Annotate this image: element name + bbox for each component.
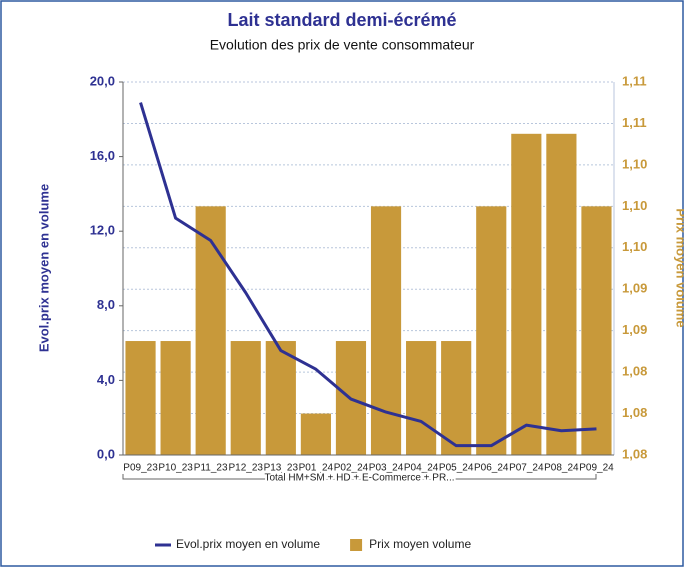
legend-swatch	[350, 539, 363, 551]
y-tick-label: 4,0	[97, 372, 115, 387]
x-tick-label: P10_23	[158, 463, 193, 474]
x-tick-label: P02_24	[334, 463, 369, 474]
legend-label: Evol.prix moyen en volume	[176, 537, 320, 551]
x-tick-label: P13_23	[264, 463, 299, 474]
x-tick-label: P06_24	[474, 463, 509, 474]
x-tick-label: P05_24	[439, 463, 474, 474]
y2-axis-label: Prix moyen volume	[674, 208, 684, 327]
bar	[300, 413, 331, 455]
y2-tick-label: 1,10	[622, 239, 647, 254]
x-tick-label: P04_24	[404, 463, 439, 474]
x-tick-label: P08_24	[544, 463, 579, 474]
x-tick-label: P09_23	[123, 463, 158, 474]
y2-tick-label: 1,08	[622, 405, 647, 420]
y-tick-label: 16,0	[90, 148, 115, 163]
y2-tick-label: 1,11	[622, 115, 647, 130]
x-tick-label: P03_24	[369, 463, 404, 474]
bar	[546, 133, 577, 456]
x-tick-label: P07_24	[509, 463, 544, 474]
y2-tick-label: 1,11	[622, 73, 647, 88]
x-tick-label: P12_23	[229, 463, 264, 474]
bar	[265, 341, 296, 455]
bar	[581, 206, 612, 455]
chart-subtitle: Evolution des prix de vente consommateur	[210, 37, 475, 53]
line	[139, 102, 597, 448]
y2-tick-label: 1,10	[622, 198, 647, 213]
bar	[406, 341, 437, 455]
x-tick-label: P11_23	[194, 463, 228, 474]
y-tick-label: 20,0	[90, 73, 115, 88]
bar	[441, 341, 472, 455]
group-bracket	[122, 474, 597, 480]
group-label: Total HM+SM + HD + E-Commerce + PR...	[264, 473, 454, 484]
y-tick-label: 8,0	[97, 297, 115, 312]
y2-tick-label: 1,08	[622, 364, 647, 379]
y-axis-label: Evol.prix moyen en volume	[36, 184, 51, 352]
bar	[370, 206, 402, 455]
x-tick-label: P09_24	[579, 463, 614, 474]
y2-tick-label: 1,09	[622, 281, 647, 296]
y-tick-label: 0,0	[97, 446, 115, 461]
y2-tick-label: 1,10	[622, 156, 647, 171]
x-tick-label: P01_24	[299, 463, 334, 474]
bar	[511, 133, 542, 456]
bar	[160, 341, 191, 455]
chart-title: Lait standard demi-écrémé	[227, 10, 456, 30]
y-tick-label: 12,0	[90, 223, 115, 238]
bar	[476, 206, 507, 455]
y2-tick-label: 1,09	[622, 322, 647, 337]
y2-tick-label: 1,08	[622, 446, 647, 461]
bar	[230, 341, 261, 455]
bar	[195, 206, 226, 455]
bar	[125, 341, 156, 455]
legend-label: Prix moyen volume	[369, 537, 471, 551]
